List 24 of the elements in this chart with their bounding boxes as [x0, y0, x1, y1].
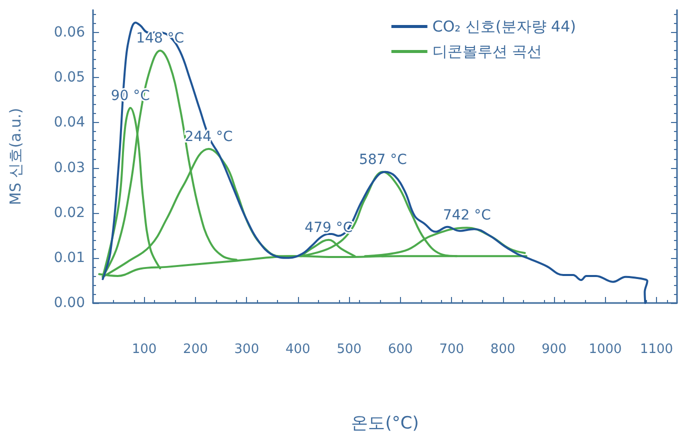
x-tick-label: 200: [183, 342, 208, 357]
x-tick-label: 900: [542, 342, 566, 357]
x-tick-label: 300: [234, 342, 260, 357]
x-tick-label: 700: [439, 342, 464, 357]
x-axis-title: 온도(°C): [351, 414, 419, 434]
x-tick-label: 800: [490, 342, 516, 357]
y-tick-label: 0.06: [54, 24, 86, 41]
y-tick-label: 0.00: [54, 295, 85, 311]
y-tick-label: 0.03: [54, 160, 85, 176]
x-tick-label: 600: [388, 342, 413, 357]
y-tick-label: 0.01: [54, 250, 85, 266]
x-tick-label: 400: [286, 342, 310, 357]
y-axis-title: MS 신호(a.u.): [6, 108, 24, 206]
y-tick-label: 0.02: [54, 204, 85, 221]
x-tick-label: 1100: [640, 342, 674, 357]
x-tick-label: 1000: [588, 342, 622, 357]
legend-label: 디콘볼루션 곡선: [432, 42, 542, 60]
x-tick-label: 500: [336, 342, 362, 357]
annotation: 742 °C: [442, 208, 492, 224]
y-tick-label: 0.05: [54, 70, 85, 86]
y-tick-label: 0.04: [54, 114, 86, 131]
legend-label: CO₂ 신호(분자량 44): [432, 18, 576, 36]
x-tick-label: 100: [132, 342, 157, 357]
annotation: 587 °C: [358, 152, 408, 168]
